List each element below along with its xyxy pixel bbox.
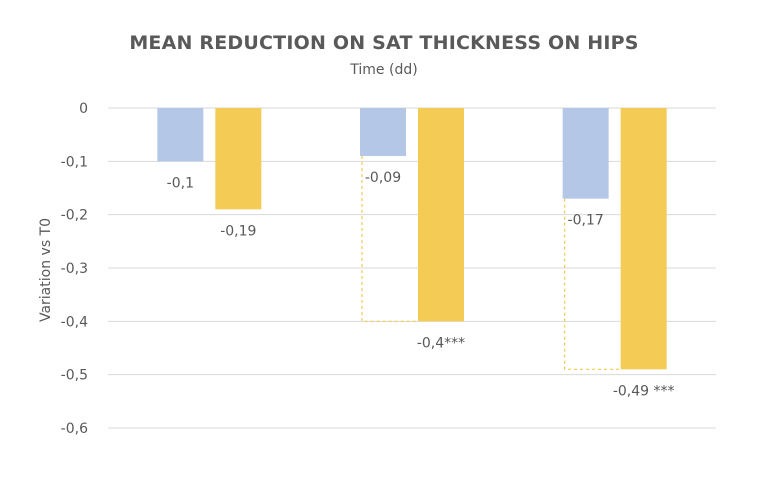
y-tick-label: -0,1 bbox=[61, 154, 88, 170]
y-tick-label: -0,3 bbox=[61, 261, 88, 277]
significance-bracket bbox=[564, 198, 621, 370]
y-tick-label: -0,4 bbox=[61, 314, 88, 330]
data-label: -0,09 bbox=[365, 170, 401, 186]
bar bbox=[562, 108, 609, 199]
y-tick-label: -0,6 bbox=[61, 421, 88, 437]
bar bbox=[620, 108, 667, 370]
bar bbox=[215, 108, 262, 210]
bar bbox=[360, 108, 406, 156]
data-label: -0,49 *** bbox=[613, 383, 675, 399]
y-tick-label: 0 bbox=[79, 101, 88, 117]
data-label: -0,17 bbox=[568, 213, 604, 229]
y-tick-label: -0,2 bbox=[61, 208, 88, 224]
y-tick-label: -0,5 bbox=[61, 368, 88, 384]
data-label: -0,19 bbox=[220, 223, 256, 239]
bar bbox=[418, 108, 464, 322]
bar bbox=[157, 108, 204, 162]
significance-bracket bbox=[361, 156, 418, 322]
chart-title: MEAN REDUCTION ON SAT THICKNESS ON HIPS bbox=[129, 32, 639, 54]
chart-subtitle: Time (dd) bbox=[350, 62, 418, 78]
data-label: -0,1 bbox=[167, 175, 194, 191]
data-label: -0,4*** bbox=[417, 335, 465, 351]
